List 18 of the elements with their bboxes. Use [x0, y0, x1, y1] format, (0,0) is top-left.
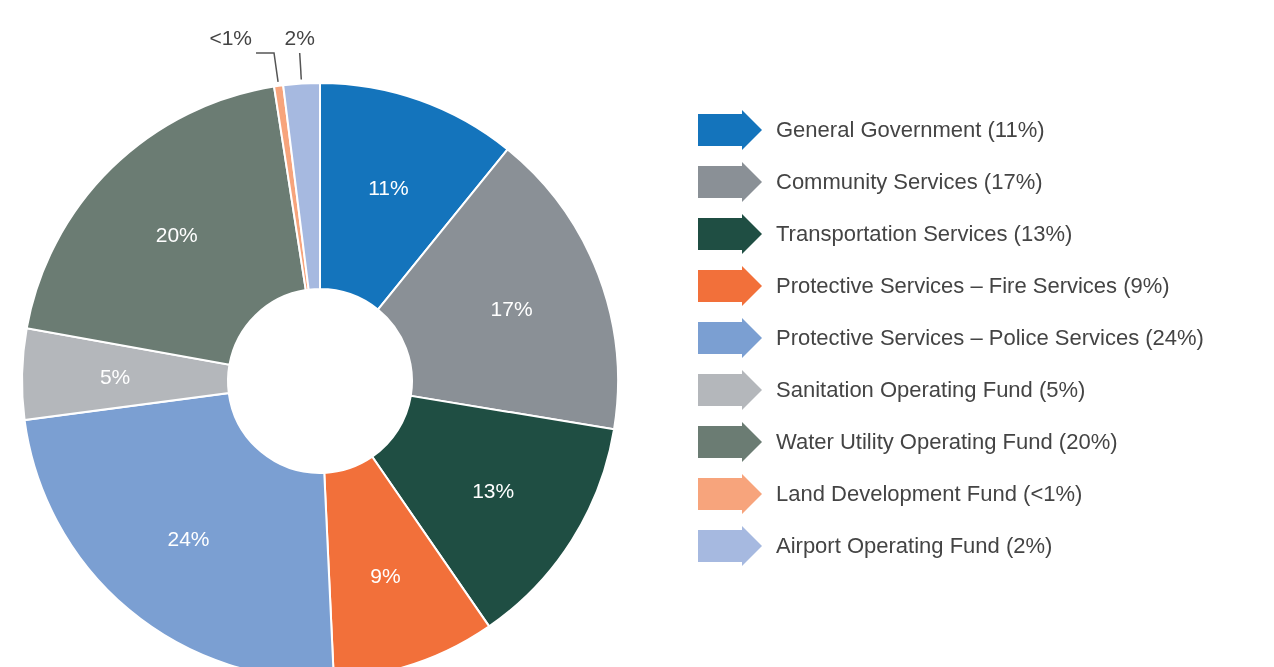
data-label: 11% [368, 176, 409, 200]
data-label: 13% [472, 479, 515, 503]
legend-label: General Government (11%) [776, 116, 1045, 143]
legend-label: Protective Services – Fire Services (9%) [776, 272, 1170, 299]
data-label: 9% [370, 563, 401, 587]
legend-label: Community Services (17%) [776, 168, 1043, 195]
legend-label: Airport Operating Fund (2%) [776, 532, 1053, 559]
data-label: <1% [209, 26, 253, 49]
data-label: 17% [490, 296, 533, 320]
legend-label: Sanitation Operating Fund (5%) [776, 376, 1086, 403]
legend-label: Land Development Fund (<1%) [776, 480, 1083, 507]
data-label: 2% [284, 26, 315, 49]
legend-label: Transportation Services (13%) [776, 220, 1073, 247]
data-label: 20% [155, 222, 198, 246]
legend-label: Water Utility Operating Fund (20%) [776, 428, 1118, 455]
data-label: 24% [167, 526, 210, 550]
legend-label: Protective Services – Police Services (24%) [776, 324, 1204, 351]
data-label: 5% [99, 364, 131, 388]
